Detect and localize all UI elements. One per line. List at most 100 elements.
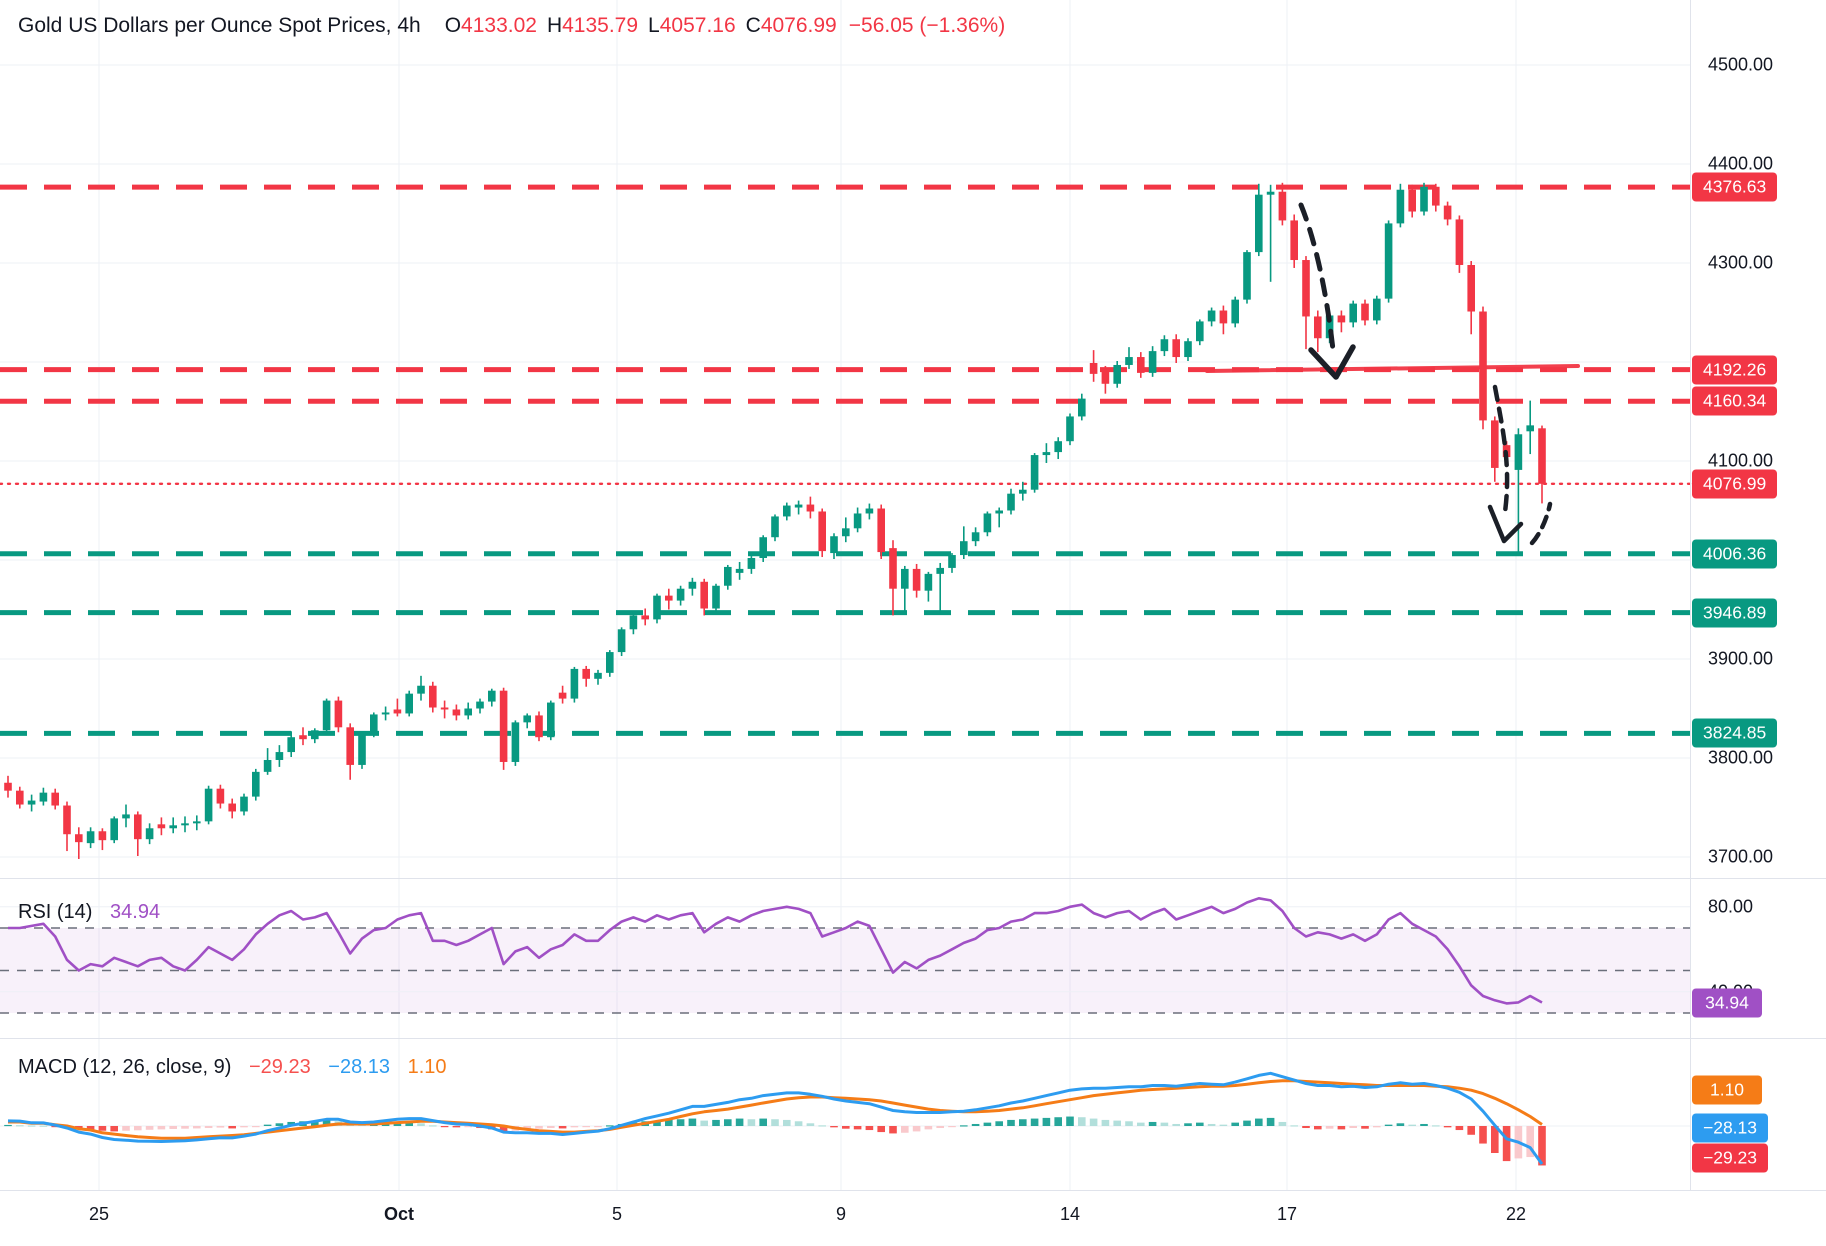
macd-histogram-bar <box>1432 1125 1440 1127</box>
candle-body <box>712 585 720 609</box>
candle-body <box>1314 316 1322 339</box>
macd-histogram-bar <box>865 1126 874 1131</box>
macd-histogram-bar <box>735 1118 744 1126</box>
candle-body <box>322 700 331 731</box>
macd-histogram-bar <box>1408 1124 1416 1126</box>
candle-body <box>629 615 638 630</box>
candle-body <box>606 652 614 673</box>
rsi-line <box>8 897 1543 1005</box>
macd-histogram-bar <box>570 1126 579 1128</box>
candle-body <box>311 730 319 740</box>
candle-body <box>724 566 732 586</box>
macd-histogram-bar <box>688 1118 697 1126</box>
macd-main-line <box>7 1071 1544 1165</box>
macd-histogram-bar <box>263 1124 272 1126</box>
candle-body <box>287 737 295 753</box>
projection-arrow-shaft <box>1492 384 1510 515</box>
candle-body <box>1219 310 1228 324</box>
macd-histogram-value: −29.23 <box>248 1056 311 1078</box>
candle-body <box>122 814 130 819</box>
candle-body <box>488 690 496 702</box>
ohlc-open-label: O <box>444 14 462 37</box>
macd-histogram-bar <box>440 1126 449 1128</box>
macd-histogram-bar <box>759 1118 767 1126</box>
candle-body <box>1196 321 1204 342</box>
macd-histogram-bar <box>98 1126 107 1131</box>
candle-body <box>452 709 461 716</box>
macd-histogram-bar <box>889 1126 897 1134</box>
macd-histogram-bar <box>193 1126 201 1129</box>
macd-histogram-bar <box>1373 1126 1381 1128</box>
candle-body <box>1113 364 1121 384</box>
candle-body <box>948 555 956 568</box>
macd-histogram-bar <box>948 1126 956 1128</box>
candle-body <box>393 709 402 714</box>
rsi-value: 34.94 <box>110 901 161 923</box>
candle-body <box>1184 341 1192 358</box>
price-tick-label: 4100.00 <box>1708 450 1774 471</box>
candle-body <box>346 727 354 765</box>
resistance-price-badge: 4376.63 <box>1692 172 1778 202</box>
macd-histogram-bar <box>240 1126 248 1128</box>
candle-body <box>1420 186 1428 212</box>
candle-body <box>924 573 933 591</box>
macd-histogram-bar <box>1302 1126 1310 1129</box>
macd-histogram-bar <box>1349 1126 1357 1129</box>
macd-histogram-bar <box>1361 1126 1369 1129</box>
macd-histogram-bar <box>1266 1117 1275 1126</box>
candle-body <box>1007 493 1015 511</box>
macd-histogram-bar <box>783 1119 791 1126</box>
symbol-title: Gold US Dollars per Ounce Spot Prices, 4… <box>18 14 421 37</box>
time-label: 9 <box>835 1204 847 1224</box>
candle-body <box>275 752 284 760</box>
candle-body <box>759 537 767 559</box>
candle-body <box>4 782 12 791</box>
macd-histogram-bar <box>1255 1118 1263 1126</box>
price-tick-label: 3900.00 <box>1708 648 1774 669</box>
macd-value-badge: −29.23 <box>1692 1143 1769 1173</box>
macd-histogram-bar <box>842 1126 850 1129</box>
macd-histogram-bar <box>877 1126 885 1133</box>
candle-body <box>381 712 390 715</box>
macd-histogram-bar <box>1019 1119 1027 1126</box>
candle-body <box>853 513 862 529</box>
candle-body <box>771 516 779 538</box>
macd-histogram-bar <box>558 1126 567 1129</box>
macd-histogram-bar <box>1089 1118 1098 1126</box>
candle-body <box>1243 252 1251 300</box>
rsi-legend: RSI (14) 34.94 <box>18 901 160 924</box>
candle-body <box>1101 371 1110 384</box>
macd-histogram-bar <box>1337 1126 1346 1130</box>
candle-body <box>1526 425 1534 432</box>
candle-body <box>169 825 177 829</box>
macd-signal-line <box>8 1079 1543 1140</box>
macd-histogram-bar <box>1538 1126 1546 1166</box>
ohlc-low-label: L <box>648 14 660 37</box>
macd-histogram-bar <box>1007 1119 1015 1126</box>
rsi-band <box>0 928 1690 1013</box>
candle-body <box>75 834 83 843</box>
current-price-badge: 4076.99 <box>1692 469 1778 499</box>
macd-histogram-bar <box>1054 1117 1062 1126</box>
macd-histogram-bar <box>110 1126 118 1132</box>
macd-histogram-bar <box>181 1126 189 1129</box>
candle-body <box>995 510 1003 514</box>
breakdown-arrow-head <box>1308 344 1356 380</box>
candle-body <box>429 685 437 708</box>
candle-body <box>1030 455 1039 490</box>
macd-name: MACD (12, 26, close, 9) <box>18 1056 232 1078</box>
macd-histogram-bar <box>606 1125 614 1127</box>
macd-histogram-bar <box>1101 1119 1110 1126</box>
candle-body <box>912 568 921 591</box>
macd-histogram-bar <box>653 1120 661 1126</box>
projection-bounce-stroke <box>1529 501 1553 546</box>
candle-body <box>370 714 378 734</box>
macd-histogram-bar <box>4 1124 12 1127</box>
candle-body <box>440 707 449 710</box>
candle-body <box>1278 191 1287 221</box>
macd-histogram-bar <box>1172 1123 1180 1126</box>
candle-body <box>1455 219 1464 265</box>
macd-histogram-bar <box>960 1125 968 1127</box>
macd-histogram-bar <box>724 1119 732 1126</box>
